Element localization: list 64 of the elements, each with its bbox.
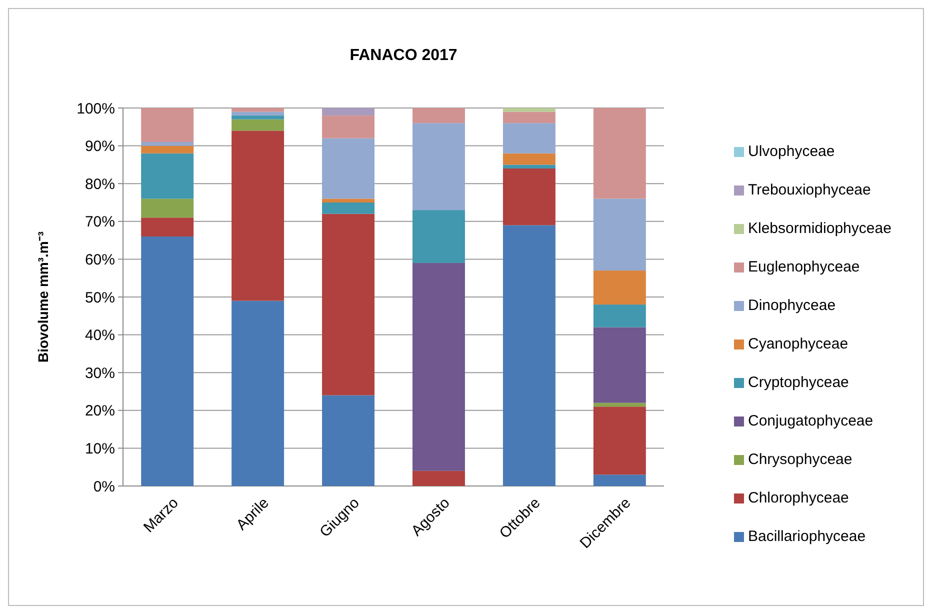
- bar: [593, 474, 646, 486]
- bar: [412, 262, 465, 471]
- bar: [593, 304, 646, 328]
- legend-label: Cryptophyceae: [748, 374, 849, 391]
- bar: [593, 406, 646, 475]
- bar: [593, 198, 646, 271]
- legend-label: Dinophyceae: [748, 297, 836, 314]
- bar: [412, 470, 465, 486]
- bar: [232, 119, 284, 131]
- legend-label: Klebsormidiophyceae: [748, 220, 892, 237]
- bar: [502, 112, 556, 124]
- y-tick-label: 60%: [84, 251, 115, 268]
- y-tick-label: 0%: [93, 478, 115, 496]
- y-tick-label: 80%: [84, 176, 115, 193]
- bar: [502, 108, 556, 112]
- bar: [322, 395, 374, 486]
- bar: [322, 116, 374, 138]
- chart-title: FANACO 2017: [350, 47, 458, 64]
- bar: [412, 108, 465, 124]
- bar: [322, 198, 374, 202]
- legend-label: Conjugatophyceae: [748, 412, 874, 430]
- bar: [502, 123, 556, 154]
- bar: [232, 130, 284, 301]
- legend-label: Euglenophyceae: [748, 258, 860, 276]
- bar: [412, 123, 465, 210]
- y-tick-label: 10%: [84, 440, 115, 458]
- y-tick-label: 90%: [84, 138, 115, 156]
- legend-label: Bacillariophyceae: [748, 528, 866, 545]
- legend-label: Chlorophyceae: [748, 490, 849, 506]
- bar: [593, 270, 646, 305]
- y-tick-label: 40%: [84, 327, 115, 344]
- bar: [232, 108, 284, 112]
- y-axis-title: Biovolume mm³.m⁻³: [35, 231, 51, 363]
- bar: [322, 214, 374, 396]
- bar: [322, 202, 374, 214]
- legend-label: Trebouxiophyceae: [748, 182, 871, 198]
- bar: [232, 116, 284, 120]
- bar: [141, 146, 194, 154]
- bar: [141, 236, 194, 486]
- bar: [412, 210, 465, 263]
- bar: [141, 153, 194, 199]
- bar: [593, 327, 646, 403]
- bar: [232, 300, 284, 486]
- bar: [141, 198, 194, 218]
- bar: [141, 108, 194, 142]
- legend-label: Cyanophyceae: [748, 336, 848, 352]
- legend-label: Ulvophyceae: [748, 143, 835, 160]
- y-tick-label: 70%: [84, 214, 115, 231]
- y-tick-label: 30%: [84, 364, 115, 382]
- bar: [502, 153, 556, 165]
- bar: [593, 108, 646, 199]
- bar: [502, 164, 556, 168]
- bar: [322, 108, 374, 116]
- y-tick-label: 100%: [76, 100, 115, 118]
- bar: [322, 138, 374, 199]
- bar: [141, 142, 194, 146]
- bar: [502, 225, 556, 486]
- y-tick-label: 20%: [84, 402, 115, 420]
- bar: [593, 402, 646, 407]
- bar: [232, 112, 284, 116]
- bar: [141, 218, 194, 237]
- y-tick-label: 50%: [84, 289, 115, 306]
- legend-label: Chrysophyceae: [748, 451, 852, 468]
- bar: [502, 168, 556, 226]
